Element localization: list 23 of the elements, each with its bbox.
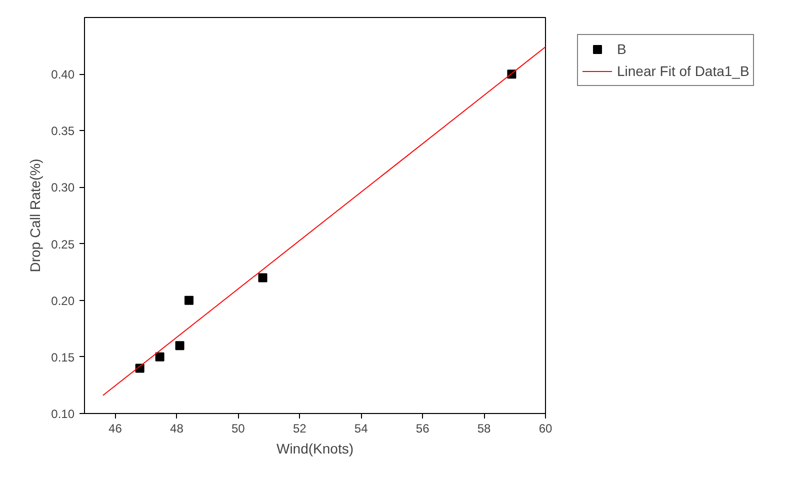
x-tick-label: 52 [292, 422, 307, 436]
x-axis-title: Wind(Knots) [276, 440, 354, 456]
y-tick-label: 0.35 [51, 124, 75, 138]
x-tick-label: 56 [416, 422, 430, 436]
legend-label: B [617, 41, 628, 57]
x-tick-label: 54 [354, 422, 368, 436]
y-tick-label: 0.20 [51, 294, 75, 308]
point [184, 296, 194, 305]
y-tick-label: 0.40 [51, 68, 75, 82]
x-tick-label: 60 [538, 422, 552, 436]
y-axis-title: Drop Call Rate(%) [27, 158, 44, 272]
point [258, 273, 268, 282]
x-tick-label: 46 [108, 422, 122, 436]
y-tick-label: 0.30 [51, 180, 75, 195]
y-tick-label: 0.15 [51, 350, 75, 364]
x-tick-label: 58 [477, 422, 492, 436]
y-tick-label: 0.10 [51, 407, 75, 421]
point [175, 341, 184, 350]
x-tick-label: 48 [170, 422, 184, 436]
legend-label: Linear Fit of Data1_B [617, 63, 750, 79]
y-tick-label: 0.25 [51, 237, 75, 252]
point [155, 352, 164, 362]
x-tick-label: 50 [231, 422, 246, 436]
